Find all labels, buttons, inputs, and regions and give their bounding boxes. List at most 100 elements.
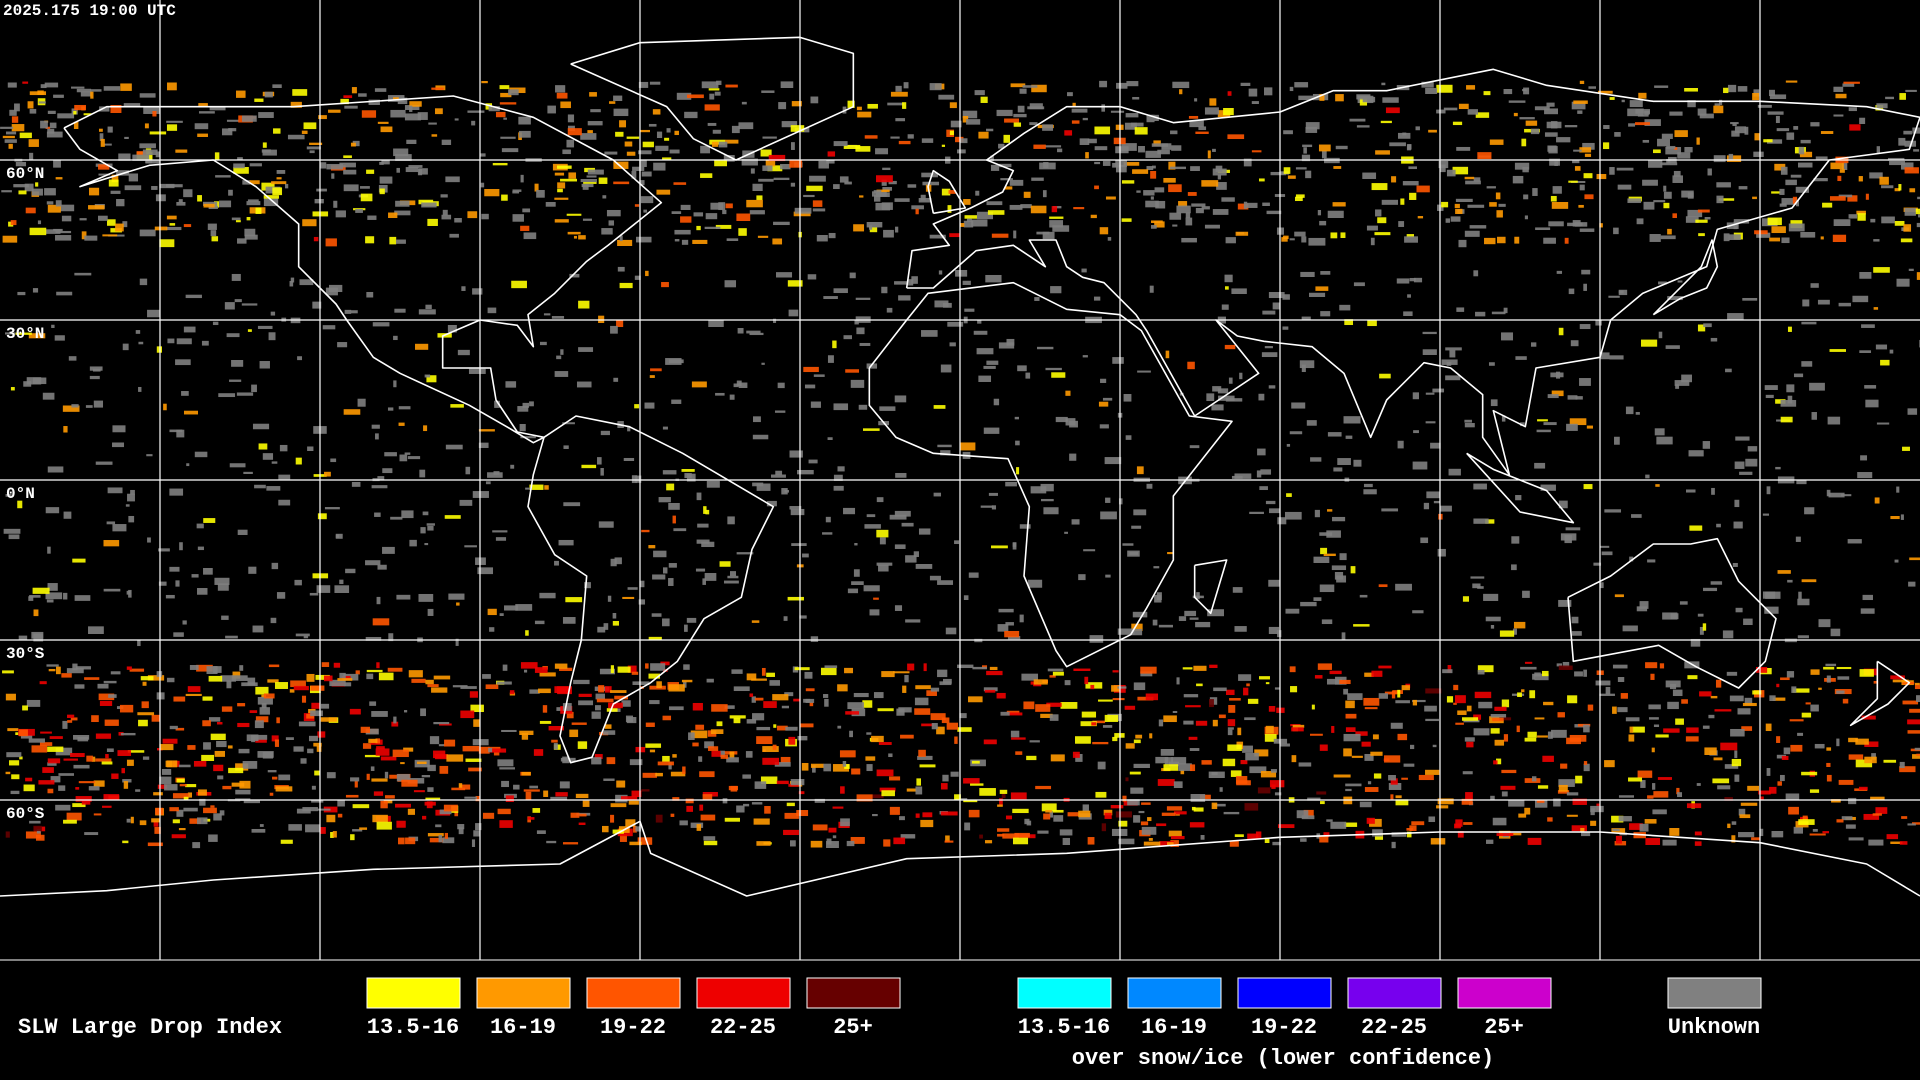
cloud-pixel: [1837, 175, 1842, 182]
cloud-pixel: [627, 587, 638, 590]
cloud-pixel: [480, 182, 485, 188]
cloud-pixel: [89, 375, 100, 380]
cloud-pixel: [580, 133, 597, 140]
cloud-pixel: [1456, 146, 1471, 151]
cloud-pixel: [1804, 507, 1815, 515]
cloud-pixel: [629, 759, 643, 766]
cloud-pixel: [606, 708, 618, 712]
cloud-pixel: [1366, 817, 1375, 824]
cloud-pixel: [887, 102, 905, 106]
cloud-pixel: [420, 527, 426, 534]
cloud-pixel: [1143, 841, 1161, 846]
cloud-pixel: [194, 451, 208, 458]
cloud-pixel: [1873, 267, 1890, 273]
cloud-pixel: [8, 143, 13, 149]
cloud-pixel: [107, 219, 116, 226]
cloud-pixel: [1554, 161, 1558, 166]
cloud-pixel: [711, 750, 721, 757]
cloud-pixel: [1247, 833, 1259, 840]
cloud-pixel: [1294, 196, 1303, 202]
cloud-pixel: [1857, 213, 1866, 221]
cloud-pixel: [194, 123, 209, 130]
cloud-pixel: [374, 88, 387, 92]
cloud-pixel: [54, 335, 65, 341]
cloud-pixel: [1694, 831, 1702, 836]
cloud-pixel: [818, 160, 829, 169]
cloud-pixel: [1571, 631, 1582, 636]
cloud-pixel: [714, 159, 728, 167]
cloud-pixel: [704, 104, 720, 111]
cloud-pixel: [320, 717, 338, 722]
cloud-pixel: [1462, 596, 1470, 602]
cloud-pixel: [1010, 730, 1020, 738]
cloud-pixel: [911, 276, 918, 284]
cloud-pixel: [169, 566, 180, 572]
cloud-pixel: [1343, 416, 1361, 424]
cloud-pixel: [1627, 198, 1642, 204]
cloud-pixel: [175, 580, 180, 587]
cloud-pixel: [1141, 826, 1157, 835]
cloud-pixel: [578, 700, 594, 706]
cloud-pixel: [1847, 539, 1862, 544]
cloud-pixel: [1779, 188, 1785, 195]
cloud-pixel: [120, 83, 132, 91]
cloud-pixel: [1150, 196, 1154, 200]
cloud-pixel: [112, 442, 125, 448]
cloud-pixel: [1283, 235, 1289, 240]
legend-label: 25+: [833, 1015, 873, 1040]
cloud-pixel: [1873, 680, 1879, 684]
cloud-pixel: [425, 304, 432, 310]
cloud-pixel: [1483, 593, 1499, 601]
cloud-pixel: [823, 296, 838, 300]
cloud-pixel: [1464, 422, 1475, 428]
cloud-pixel: [1473, 714, 1482, 720]
cloud-pixel: [1769, 94, 1787, 100]
cloud-pixel: [84, 832, 99, 836]
cloud-pixel: [828, 232, 836, 239]
cloud-pixel: [51, 324, 55, 328]
cloud-pixel: [67, 720, 73, 723]
cloud-pixel: [1902, 446, 1910, 451]
cloud-pixel: [527, 817, 535, 820]
cloud-pixel: [1492, 817, 1507, 826]
cloud-pixel: [268, 664, 280, 668]
cloud-pixel: [898, 295, 911, 301]
cloud-pixel: [1264, 734, 1277, 742]
cloud-pixel: [1268, 626, 1280, 635]
cloud-pixel: [237, 238, 247, 244]
cloud-pixel: [22, 705, 28, 711]
cloud-pixel: [773, 318, 777, 324]
cloud-pixel: [746, 719, 757, 724]
cloud-pixel: [1890, 675, 1905, 680]
cloud-pixel: [1788, 223, 1805, 232]
cloud-pixel: [123, 781, 129, 789]
cloud-pixel: [198, 111, 215, 114]
cloud-pixel: [1137, 370, 1151, 373]
cloud-pixel: [1094, 161, 1101, 165]
cloud-pixel: [1436, 84, 1453, 93]
cloud-pixel: [128, 515, 135, 523]
cloud-pixel: [610, 690, 627, 693]
cloud-pixel: [1702, 441, 1711, 449]
cloud-pixel: [1211, 802, 1218, 810]
cloud-pixel: [1378, 693, 1388, 699]
cloud-pixel: [1710, 695, 1718, 699]
cloud-pixel: [1826, 762, 1831, 768]
cloud-pixel: [1501, 332, 1514, 341]
cloud-pixel: [0, 126, 14, 129]
cloud-pixel: [1413, 430, 1419, 434]
legend-label: 22-25: [1361, 1015, 1427, 1040]
cloud-pixel: [1121, 218, 1132, 222]
cloud-pixel: [1212, 209, 1229, 215]
cloud-pixel: [950, 120, 962, 128]
cloud-pixel: [1440, 505, 1452, 512]
cloud-pixel: [1723, 233, 1730, 242]
cloud-pixel: [429, 837, 444, 843]
cloud-pixel: [145, 160, 161, 164]
cloud-pixel: [216, 721, 223, 725]
cloud-pixel: [631, 671, 639, 675]
cloud-pixel: [18, 190, 27, 195]
cloud-pixel: [1813, 178, 1828, 182]
cloud-pixel: [548, 726, 564, 731]
cloud-pixel: [703, 506, 707, 514]
